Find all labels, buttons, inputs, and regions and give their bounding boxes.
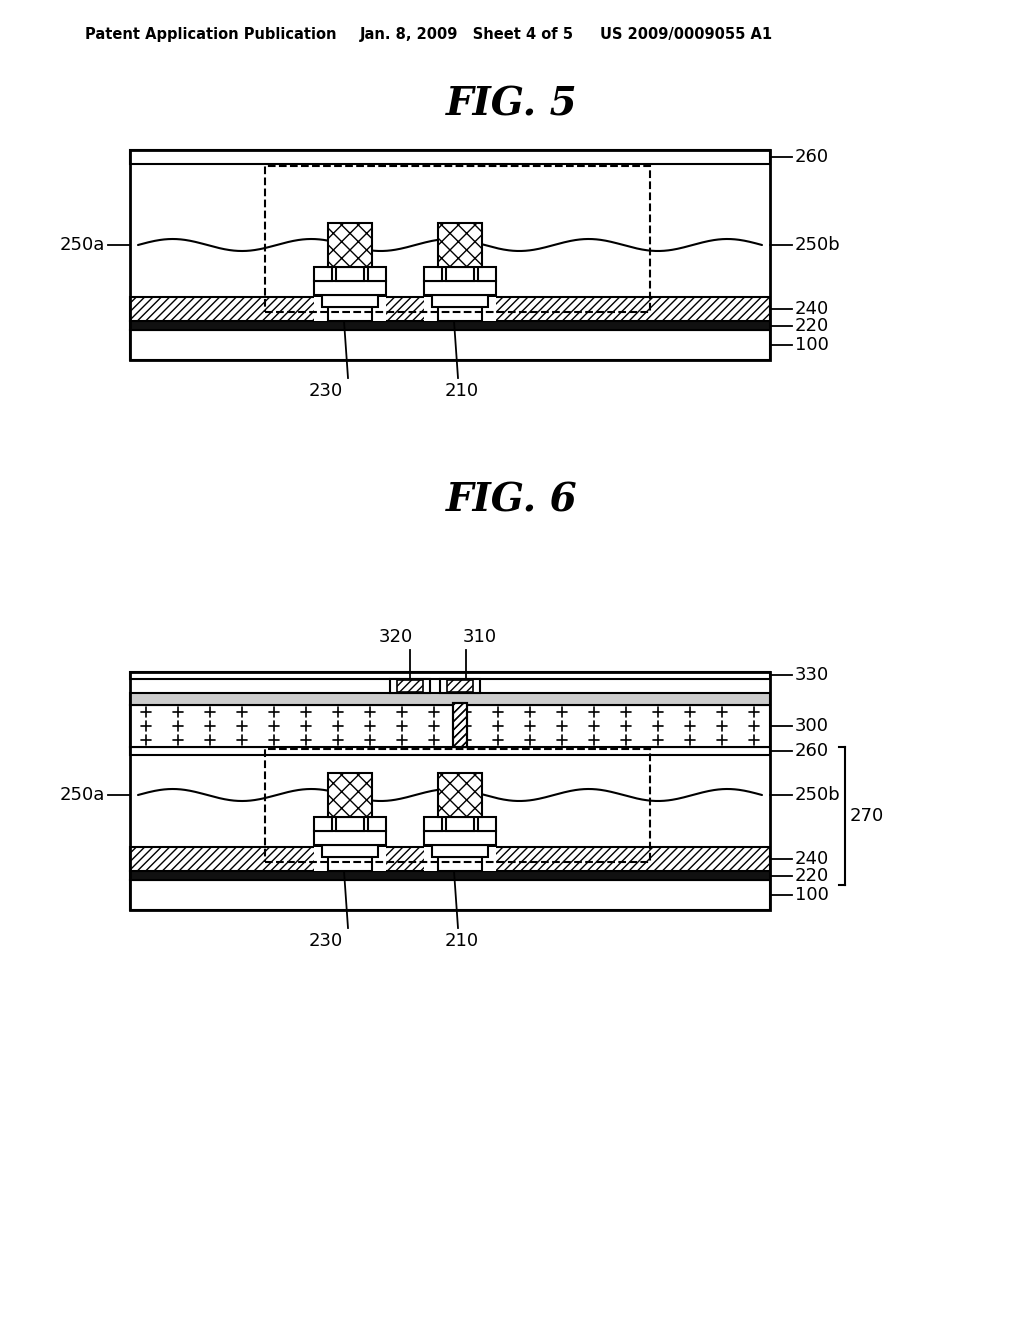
- Text: 210: 210: [445, 932, 479, 950]
- Bar: [130, 330, 770, 360]
- Bar: [424, 847, 496, 871]
- Text: 100: 100: [795, 337, 828, 354]
- Bar: [336, 267, 364, 281]
- Bar: [424, 832, 496, 845]
- Text: 210: 210: [445, 381, 479, 400]
- Text: 220: 220: [795, 317, 829, 335]
- Bar: [328, 308, 372, 321]
- Text: 260: 260: [795, 742, 829, 760]
- Text: 250b: 250b: [795, 785, 841, 804]
- Bar: [432, 294, 488, 308]
- Bar: [438, 308, 482, 321]
- Text: 270: 270: [850, 807, 885, 825]
- Bar: [130, 672, 770, 909]
- Text: 240: 240: [795, 300, 829, 318]
- Bar: [424, 297, 496, 321]
- Bar: [322, 294, 378, 308]
- Text: US 2009/0009055 A1: US 2009/0009055 A1: [600, 28, 772, 42]
- Bar: [328, 774, 372, 817]
- Bar: [328, 857, 372, 871]
- Bar: [314, 281, 386, 294]
- Bar: [438, 774, 482, 817]
- Bar: [424, 817, 442, 832]
- Bar: [130, 871, 770, 880]
- Bar: [130, 150, 770, 164]
- Text: 330: 330: [795, 667, 829, 684]
- Text: 260: 260: [795, 148, 829, 166]
- Bar: [130, 747, 770, 755]
- Bar: [130, 150, 770, 360]
- Text: 230: 230: [309, 932, 343, 950]
- Text: Patent Application Publication: Patent Application Publication: [85, 28, 337, 42]
- Bar: [130, 880, 770, 909]
- Bar: [432, 845, 488, 857]
- Bar: [130, 672, 770, 678]
- Text: 250b: 250b: [795, 236, 841, 253]
- Bar: [390, 678, 430, 693]
- Bar: [424, 297, 496, 321]
- Text: FIG. 5: FIG. 5: [446, 86, 578, 124]
- Bar: [314, 267, 332, 281]
- Bar: [424, 267, 442, 281]
- Bar: [478, 267, 496, 281]
- Bar: [424, 281, 496, 294]
- Bar: [314, 297, 386, 321]
- Text: 230: 230: [309, 381, 343, 400]
- Text: 250a: 250a: [59, 785, 105, 804]
- Bar: [130, 321, 770, 330]
- Bar: [314, 832, 386, 845]
- Bar: [322, 845, 378, 857]
- Bar: [314, 817, 332, 832]
- Text: FIG. 6: FIG. 6: [446, 480, 578, 519]
- Text: 100: 100: [795, 886, 828, 904]
- Bar: [336, 817, 364, 832]
- Text: 300: 300: [795, 717, 829, 735]
- Bar: [130, 693, 770, 705]
- Text: 320: 320: [379, 628, 413, 645]
- Bar: [314, 297, 386, 321]
- Bar: [328, 223, 372, 267]
- Bar: [446, 817, 474, 832]
- Bar: [440, 678, 480, 693]
- Bar: [453, 704, 467, 747]
- Bar: [453, 704, 467, 747]
- Bar: [368, 267, 386, 281]
- Bar: [447, 680, 473, 692]
- Bar: [446, 267, 474, 281]
- Bar: [453, 704, 467, 747]
- Bar: [368, 817, 386, 832]
- Bar: [438, 223, 482, 267]
- Bar: [438, 857, 482, 871]
- Text: 250a: 250a: [59, 236, 105, 253]
- Text: 240: 240: [795, 850, 829, 869]
- Text: 310: 310: [463, 628, 497, 645]
- Bar: [314, 847, 386, 871]
- Bar: [130, 847, 770, 871]
- Text: Jan. 8, 2009   Sheet 4 of 5: Jan. 8, 2009 Sheet 4 of 5: [360, 28, 574, 42]
- Bar: [130, 705, 770, 747]
- Bar: [478, 817, 496, 832]
- Text: 220: 220: [795, 867, 829, 884]
- Bar: [130, 297, 770, 321]
- Bar: [397, 680, 423, 692]
